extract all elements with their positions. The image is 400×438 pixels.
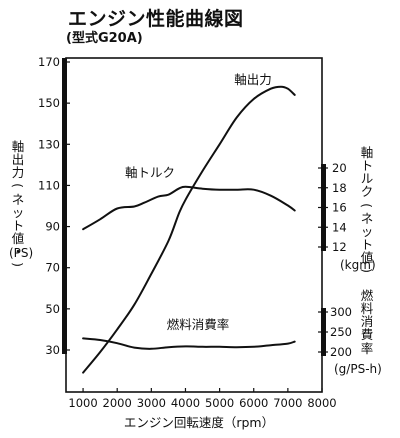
x-tick-label: 7000 [273, 396, 302, 410]
plot-frame [65, 57, 323, 393]
torque-axis-unit: (kgm) [340, 258, 376, 272]
torque-series-label: 軸トルク [125, 165, 175, 180]
left-tick-label: 50 [45, 302, 60, 316]
left-axis-unit: (PS) [9, 246, 34, 260]
x-tick-label: 4000 [171, 396, 200, 410]
torque-tick-label: 12 [332, 240, 347, 254]
power-curve [82, 85, 296, 374]
torque-tick-label: 20 [332, 161, 347, 175]
x-tick-label: 1000 [68, 396, 97, 410]
torque-axis-label: 軸トルク(ネット値) [359, 145, 375, 274]
x-tick-label: 5000 [205, 396, 234, 410]
fuel-tick-label: 250 [330, 325, 352, 339]
fuel-axis-label: 燃料消費率 [360, 288, 374, 356]
left-tick-label: 170 [38, 55, 60, 69]
fuel-axis-unit: (g/PS-h) [334, 362, 382, 376]
fuel-series-label: 燃料消費率 [167, 317, 230, 332]
x-axis-label: エンジン回転速度（rpm） [124, 415, 274, 430]
left-tick-label: 90 [45, 220, 60, 234]
left-tick-label: 150 [38, 96, 60, 110]
torque-tick-label: 14 [332, 220, 347, 234]
fuel-tick-label: 200 [330, 345, 352, 359]
chart-title: エンジン性能曲線図 [68, 8, 244, 30]
left-axis-scale-bar [62, 58, 67, 354]
x-tick-label: 6000 [239, 396, 268, 410]
left-tick-label: 110 [38, 178, 60, 192]
x-tick-label: 2000 [103, 396, 132, 410]
fuel-consumption-curve [82, 337, 296, 350]
torque-curve [82, 185, 296, 231]
chart-subtitle: (型式G20A) [66, 31, 143, 46]
torque-tick-label: 16 [332, 201, 347, 215]
left-tick-label: 70 [45, 261, 60, 275]
x-tick-label: 8000 [307, 396, 336, 410]
fuel-tick-label: 300 [330, 305, 352, 319]
left-tick-label: 130 [38, 137, 60, 151]
torque-tick-label: 18 [332, 181, 347, 195]
x-tick-label: 3000 [137, 396, 166, 410]
power-series-label: 軸出力 [234, 72, 272, 87]
left-tick-label: 30 [45, 343, 60, 357]
left-axis-label: 軸出力(ネット値・) [10, 139, 26, 268]
